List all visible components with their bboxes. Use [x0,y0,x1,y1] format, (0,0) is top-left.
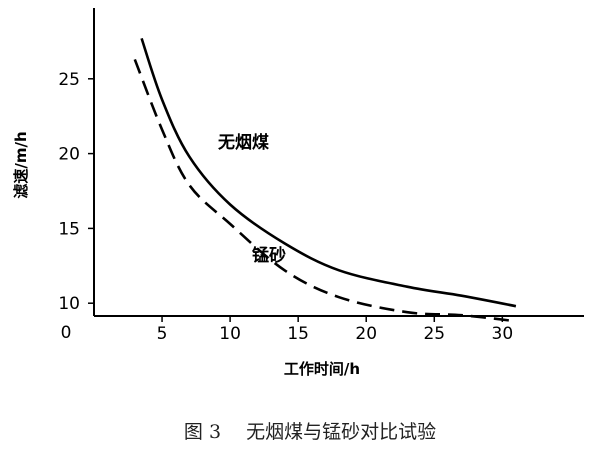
series-label-manganese-sand: 锰砂 [252,245,286,266]
x-tick-label: 5 [157,324,168,344]
y-axis-title: 滤速/m/h [12,131,30,198]
series-label-anthracite: 无烟煤 [217,132,269,153]
figure-caption: 图 3 无烟煤与锰砂对比试验 [184,421,436,443]
y-tick-label: 20 [58,145,80,165]
x-tick-label: 10 [219,324,241,344]
x-tick-label: 25 [423,324,445,344]
y-tick-label: 25 [58,70,80,90]
y-tick-label: 10 [58,294,80,314]
series-line-anthracite [140,37,517,308]
x-tick-label: 30 [492,324,514,344]
x-tick-label: 15 [287,324,309,344]
x-axis-title: 工作时间/h [284,360,360,378]
y-tick-label: 15 [58,219,80,239]
origin-label: 0 [61,323,72,343]
series-line-manganese-sand [133,58,517,323]
x-tick-label: 20 [355,324,377,344]
